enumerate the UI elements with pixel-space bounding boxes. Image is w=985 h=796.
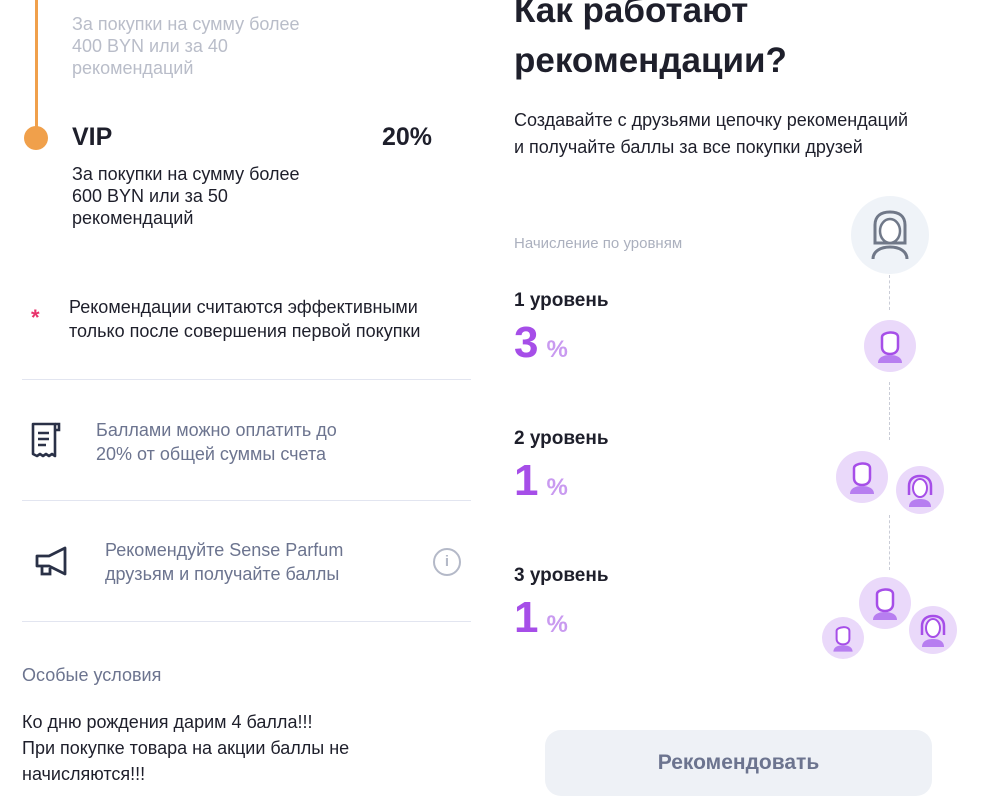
recommend-button[interactable]: Рекомендовать [545, 730, 932, 796]
title-line: рекомендации? [514, 41, 787, 80]
divider [22, 379, 471, 380]
text-line: За покупки на сумму более [72, 164, 300, 184]
tier-percent: 20% [382, 123, 433, 151]
friend-avatar-icon [836, 451, 888, 503]
chain-connector [889, 515, 890, 570]
text-line: Баллами можно оплатить до [96, 420, 337, 440]
text-line: Рекомендуйте Sense Parfum [105, 540, 344, 560]
text-line: Рекомендации считаются эффективными [69, 297, 418, 317]
percent-sign: % [546, 474, 568, 501]
recommend-info: Рекомендуйте Sense Parfum друзьям и полу… [105, 538, 343, 586]
asterisk-icon: * [31, 305, 40, 330]
level-2: 2 уровень 1% [514, 428, 609, 506]
level-label: 1 уровень [514, 290, 609, 311]
friend-avatar-icon [864, 320, 916, 372]
divider [22, 500, 471, 501]
level-label: 3 уровень [514, 565, 609, 586]
level-3: 3 уровень 1% [514, 565, 609, 643]
title-line: Как работают [514, 0, 749, 30]
megaphone-icon [34, 545, 72, 584]
tier-timeline-line [35, 0, 38, 136]
friend-avatar-female-icon [909, 606, 957, 654]
divider [22, 621, 471, 622]
text-line: начисляются!!! [22, 764, 146, 784]
text-line: 20% от общей суммы счета [96, 444, 327, 464]
text-line: 400 BYN или за 40 [72, 36, 228, 56]
page-title: Как работают рекомендации? [514, 0, 787, 86]
friend-avatar-icon [822, 617, 864, 659]
points-payment-info: Баллами можно оплатить до 20% от общей с… [96, 418, 337, 466]
chain-connector [889, 275, 890, 310]
text-line: только после совершения первой покупки [69, 321, 421, 341]
text-line: Ко дню рождения дарим 4 балла!!! [22, 712, 313, 732]
user-avatar-icon [851, 196, 929, 274]
level-label: 2 уровень [514, 428, 609, 449]
note-text: Рекомендации считаются эффективными толь… [69, 295, 420, 343]
info-icon[interactable]: i [433, 548, 461, 576]
tier-timeline-dot [24, 126, 48, 150]
prev-tier-description: За покупки на сумму более 400 BYN или за… [72, 13, 300, 79]
tier-description: За покупки на сумму более 600 BYN или за… [72, 163, 300, 229]
percent-sign: % [546, 611, 568, 638]
text-line: Создавайте с друзьями цепочку рекомендац… [514, 110, 909, 130]
levels-caption: Начисление по уровням [514, 235, 683, 252]
text-line: и получайте баллы за все покупки друзей [514, 137, 863, 157]
level-percent-value: 3 [514, 318, 539, 367]
special-conditions-title: Особые условия [22, 665, 162, 685]
text-line: рекомендаций [72, 208, 194, 228]
text-line: рекомендаций [72, 58, 194, 78]
subtitle: Создавайте с друзьями цепочку рекомендац… [514, 107, 908, 161]
level-1: 1 уровень 3% [514, 290, 609, 368]
friend-avatar-icon [859, 577, 911, 629]
text-line: 600 BYN или за 50 [72, 186, 228, 206]
special-conditions-text: Ко дню рождения дарим 4 балла!!! При пок… [22, 709, 349, 787]
receipt-icon [30, 421, 64, 466]
text-line: При покупке товара на акции баллы не [22, 738, 350, 758]
tier-name: VIP [72, 123, 113, 151]
text-line: За покупки на сумму более [72, 14, 300, 34]
text-line: друзьям и получайте баллы [105, 564, 340, 584]
chain-connector [889, 382, 890, 440]
level-percent-value: 1 [514, 456, 539, 505]
percent-sign: % [546, 336, 568, 363]
friend-avatar-female-icon [896, 466, 944, 514]
level-percent-value: 1 [514, 593, 539, 642]
